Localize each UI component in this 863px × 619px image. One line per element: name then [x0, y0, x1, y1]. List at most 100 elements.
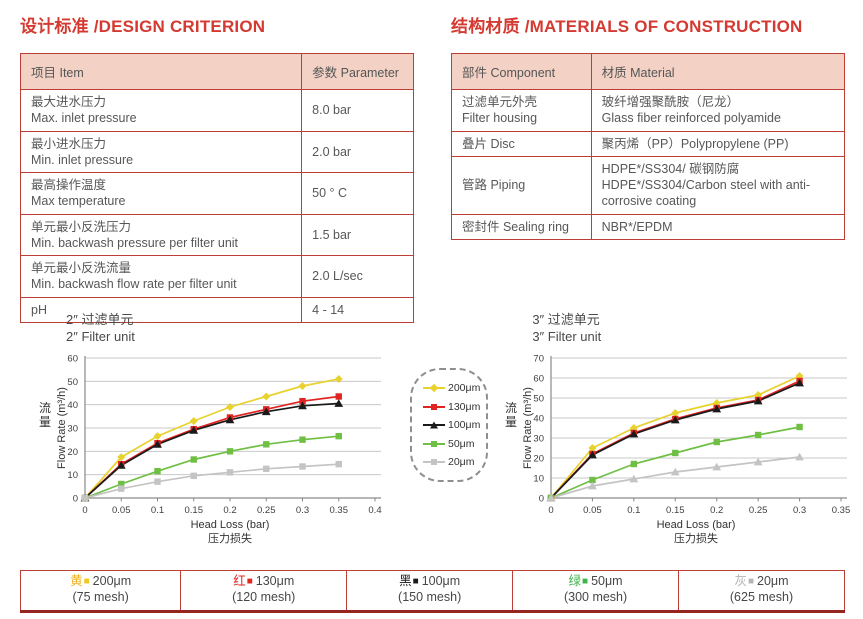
legend-label: 50μm: [448, 437, 475, 450]
svg-text:Head Loss (bar): Head Loss (bar): [657, 519, 736, 531]
cell-line: 最小进水压力: [31, 136, 107, 151]
svg-text:流: 流: [505, 401, 517, 415]
mesh-count-label: (625 mesh): [729, 590, 794, 605]
design-criterion-table: 项目 Item 参数 Parameter 最大进水压力 Max. inlet pr…: [19, 53, 414, 323]
svg-text:0: 0: [73, 493, 78, 504]
mesh-cell: 绿■ 50μm (300 mesh): [512, 570, 680, 612]
material-cell: NBR*/EPDM: [590, 213, 846, 240]
cell-line: Min. backwash pressure per filter unit: [31, 235, 239, 250]
material-header: 材质 Material: [590, 53, 846, 90]
cell-line: 聚丙烯（PP）Polypropylene (PP): [601, 136, 789, 151]
item-header: 项目 Item: [19, 53, 303, 90]
cell-line: NBR*/EPDM: [601, 219, 673, 234]
parameter-header: 参数 Parameter: [301, 53, 414, 90]
design-criterion-section: 设计标准 /DESIGN CRITERION 项目 Item 参数 Parame…: [19, 8, 414, 323]
micron-size-label: 50μm: [591, 574, 623, 588]
svg-text:20: 20: [67, 447, 78, 458]
item-cell: pH: [19, 296, 303, 323]
color-square-icon: ■: [582, 576, 589, 587]
table-row: 单元最小反洗流量 Min. backwash flow rate per filt…: [19, 255, 414, 298]
item-cell: 单元最小反洗压力 Min. backwash pressure per filte…: [19, 213, 303, 256]
table-row: 最高操作温度 Max temperature 50 ° C: [19, 172, 414, 215]
color-square-icon: ■: [747, 576, 755, 587]
cell-line: 最大进水压力: [31, 95, 107, 109]
svg-text:0.25: 0.25: [749, 505, 768, 516]
svg-text:50: 50: [534, 393, 545, 404]
table-row: 最小进水压力 Min. inlet pressure 2.0 bar: [19, 130, 414, 173]
legend-line: [423, 459, 445, 465]
chart-title-en: 2″ Filter unit: [66, 328, 135, 344]
square-marker-icon: [431, 403, 437, 410]
svg-text:0.25: 0.25: [257, 505, 276, 516]
component-cell: 过滤单元外壳 Filter housing: [451, 89, 592, 132]
color-name-label: 灰: [734, 574, 747, 588]
component-cell: 密封件 Sealing ring: [451, 213, 592, 240]
svg-text:40: 40: [534, 413, 545, 424]
table-row: pH 4 - 14: [19, 296, 414, 323]
mesh-cell: 灰■ 20μm (625 mesh): [678, 570, 845, 612]
cell-line: HDPE*/SS304/Carbon steel with anti-corro…: [601, 178, 811, 209]
chart-2inch-block: 2″ 过滤单元 2″ Filter unit 0 10 20 30 40 50 60 0 0.0…: [30, 312, 398, 548]
color-name-label: 黄: [70, 574, 83, 588]
mesh-cell: 黄■ 200μm (75 mesh): [19, 570, 182, 612]
svg-text:0.35: 0.35: [330, 505, 349, 516]
svg-text:0.4: 0.4: [368, 505, 381, 516]
parameter-cell: 2.0 bar: [301, 130, 414, 173]
svg-text:0.2: 0.2: [223, 505, 236, 516]
material-cell: 聚丙烯（PP）Polypropylene (PP): [590, 130, 846, 157]
svg-text:0: 0: [549, 505, 554, 516]
parameter-cell: 2.0 L/sec: [301, 255, 414, 298]
svg-text:10: 10: [534, 473, 545, 484]
chart-title-zh: 3″ 过滤单元: [532, 312, 600, 327]
legend-label: 20μm: [448, 456, 475, 468]
cell-line: Glass fiber reinforced polyamide: [601, 111, 781, 126]
svg-text:Flow Rate (m³/h): Flow Rate (m³/h): [522, 387, 534, 469]
item-cell: 最小进水压力 Min. inlet pressure: [19, 130, 303, 173]
cell-line: Min. backwash flow rate per filter unit: [31, 277, 237, 292]
table-row: 密封件 Sealing ring NBR*/EPDM: [451, 213, 846, 240]
table-row: 最大进水压力 Max. inlet pressure 8.0 bar: [19, 89, 414, 132]
mesh-cell: 红■ 130μm (120 mesh): [180, 570, 348, 612]
mesh-size-line: 黄■ 200μm: [21, 573, 180, 589]
micron-size-label: 100μm: [421, 574, 461, 588]
micron-size-label: 20μm: [757, 574, 789, 588]
legend-label: 200μm: [448, 382, 481, 394]
micron-size-label: 130μm: [255, 574, 295, 588]
mesh-count-label: (150 mesh): [398, 590, 462, 605]
parameter-cell: 4 - 14: [301, 296, 414, 323]
svg-text:量: 量: [505, 415, 517, 429]
table-row: 管路 Piping HDPE*/SS304/ 碳钢防腐 HDPE*/SS304/Ca…: [451, 155, 846, 215]
svg-text:0: 0: [539, 493, 544, 504]
mesh-size-line: 绿■ 50μm: [513, 573, 678, 589]
legend-label: 100μm: [448, 419, 481, 431]
square-marker-icon: [431, 440, 437, 447]
svg-text:0.35: 0.35: [832, 505, 851, 516]
micron-size-label: 200μm: [92, 574, 132, 588]
item-cell: 最高操作温度 Max temperature: [19, 172, 303, 215]
svg-text:压力损失: 压力损失: [674, 531, 718, 545]
triangle-marker-icon: [430, 421, 438, 429]
svg-text:60: 60: [534, 373, 545, 384]
svg-text:量: 量: [39, 415, 51, 429]
cell-line: HDPE*/SS304/ 碳钢防腐: [601, 161, 740, 176]
svg-text:Head Loss (bar): Head Loss (bar): [191, 519, 270, 531]
svg-text:0.05: 0.05: [112, 505, 131, 516]
svg-text:0.05: 0.05: [584, 505, 603, 516]
component-cell: 叠片 Disc: [451, 130, 592, 157]
cell-line: 过滤单元外壳: [462, 95, 538, 109]
svg-text:0.3: 0.3: [296, 505, 309, 516]
mesh-cell: 黑■ 100μm (150 mesh): [346, 570, 514, 612]
svg-text:10: 10: [67, 470, 78, 481]
square-marker-icon: [431, 459, 437, 465]
cell-line: Filter housing: [462, 111, 538, 126]
svg-text:30: 30: [534, 433, 545, 444]
materials-section: 结构材质 /MATERIALS OF CONSTRUCTION 部件 Compo…: [451, 8, 846, 323]
mesh-count-label: (75 mesh): [72, 590, 129, 605]
cell-line: Max. inlet pressure: [31, 111, 137, 126]
spec-tables-section: 设计标准 /DESIGN CRITERION 项目 Item 参数 Parame…: [19, 8, 846, 323]
legend-line: [423, 421, 445, 429]
mesh-size-table: 黄■ 200μm (75 mesh) 红■ 130μm (120 mesh) 黑■ 100μm…: [19, 570, 845, 613]
mesh-count-label: (120 mesh): [232, 590, 296, 605]
legend-item: 130μm: [423, 401, 480, 413]
cell-line: 单元最小反洗压力: [31, 219, 132, 234]
